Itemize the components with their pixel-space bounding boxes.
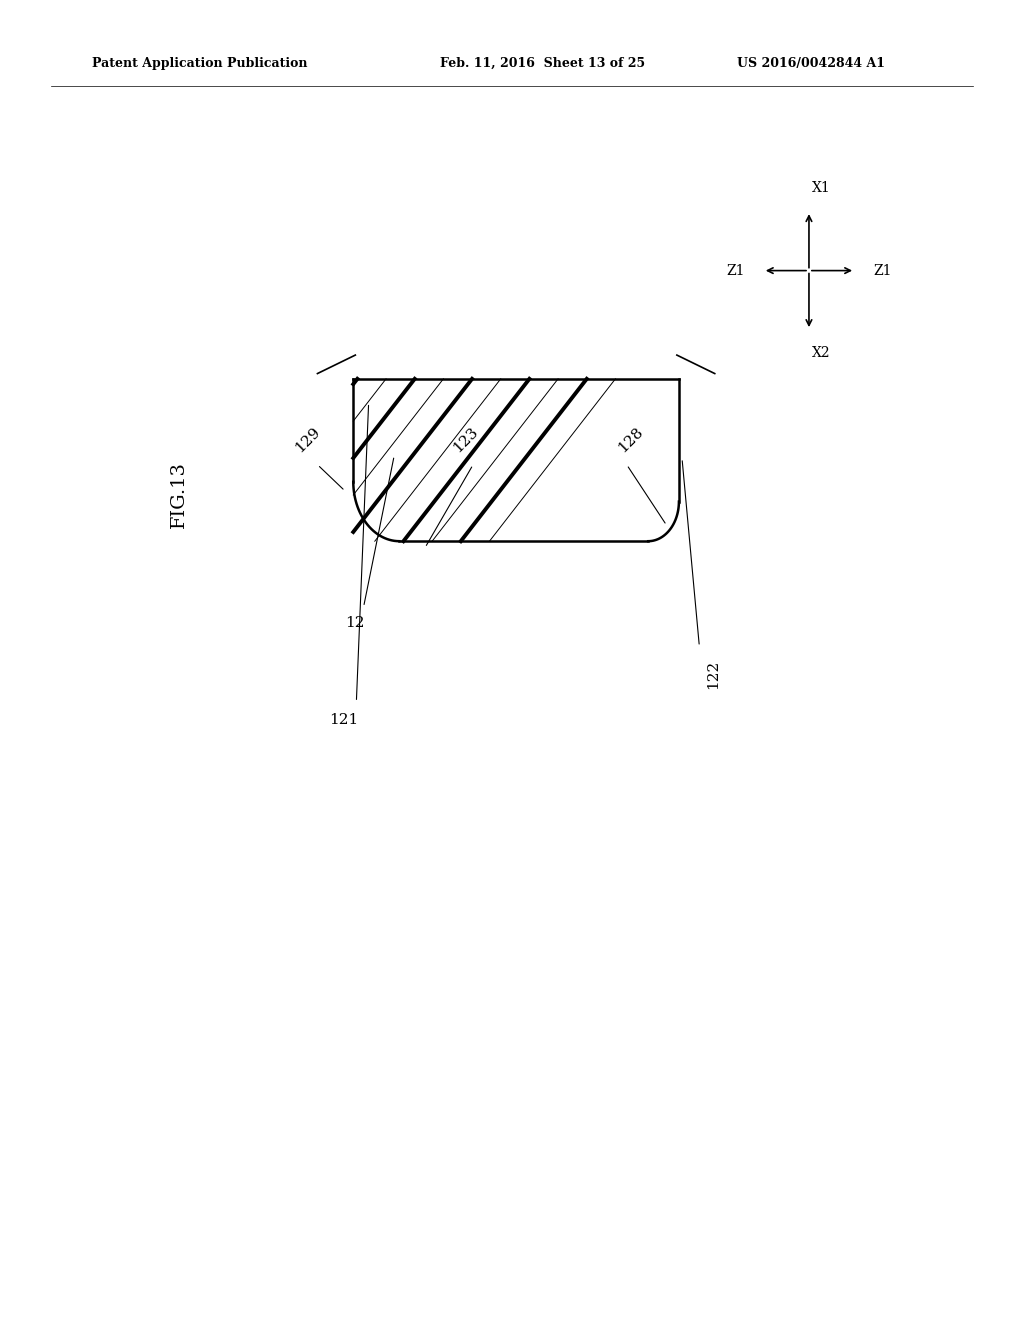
Text: X1: X1	[812, 181, 830, 195]
Text: X2: X2	[812, 346, 830, 360]
Text: 129: 129	[292, 425, 323, 455]
Text: US 2016/0042844 A1: US 2016/0042844 A1	[737, 57, 886, 70]
Text: 128: 128	[615, 425, 646, 455]
Text: 121: 121	[330, 713, 358, 727]
Text: Z1: Z1	[873, 264, 892, 277]
Text: 12: 12	[345, 616, 366, 631]
Polygon shape	[353, 379, 679, 541]
Text: 122: 122	[707, 660, 721, 689]
Text: Feb. 11, 2016  Sheet 13 of 25: Feb. 11, 2016 Sheet 13 of 25	[440, 57, 645, 70]
Text: Z1: Z1	[726, 264, 744, 277]
Text: 123: 123	[451, 425, 481, 455]
Text: FIG.13: FIG.13	[170, 462, 188, 528]
Text: Patent Application Publication: Patent Application Publication	[92, 57, 307, 70]
